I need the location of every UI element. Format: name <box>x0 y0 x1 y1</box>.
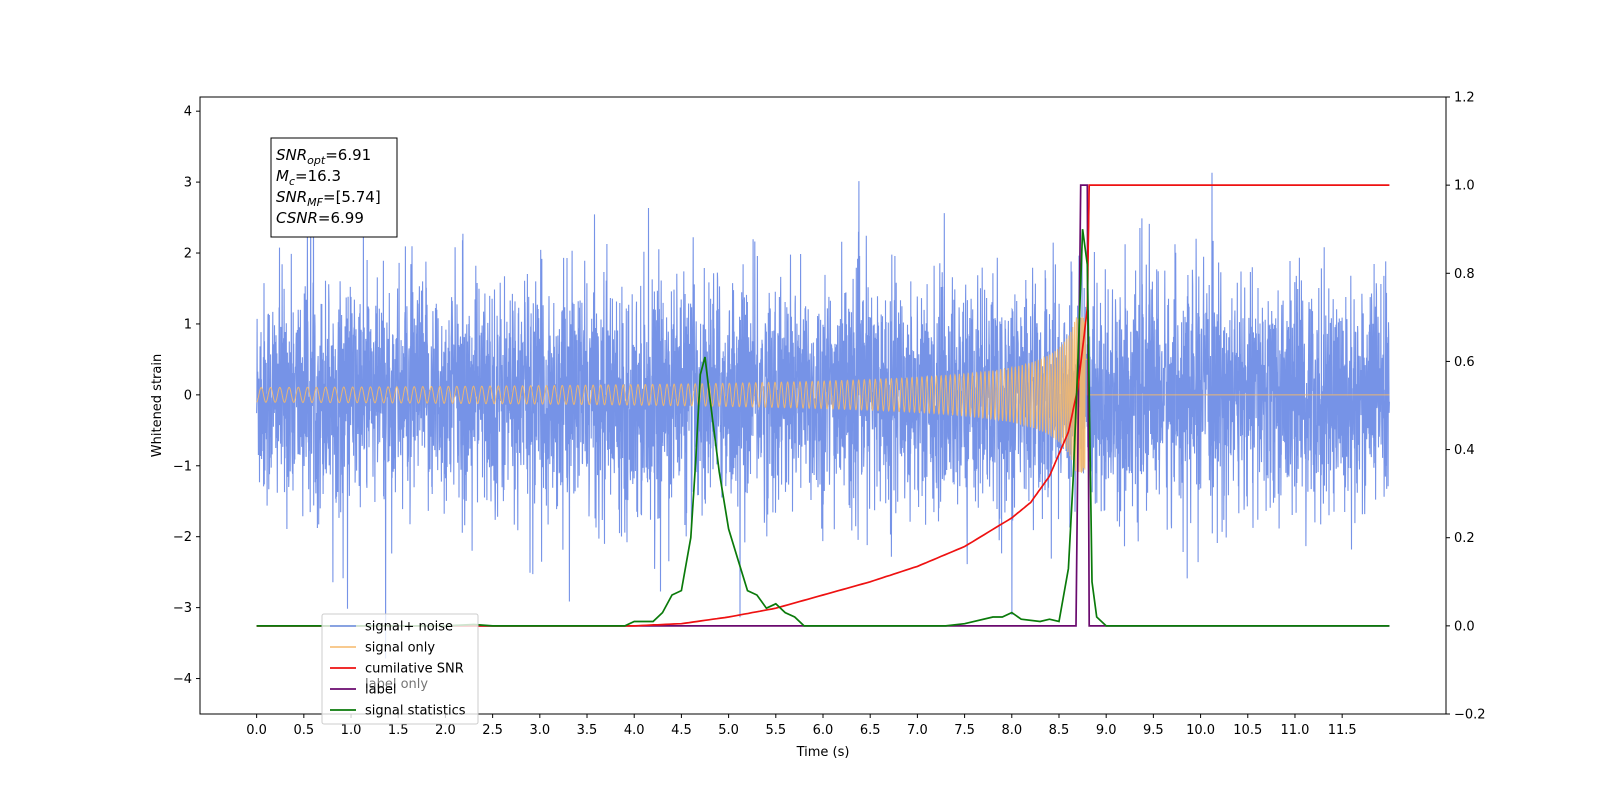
x-tick-label: 4.5 <box>671 723 692 738</box>
x-tick-label: 7.0 <box>907 723 928 738</box>
legend-entry-label: cumilative SNR <box>365 662 464 677</box>
y-left-tick-label: −3 <box>173 601 192 616</box>
y-left-tick-label: −2 <box>173 530 192 545</box>
x-tick-label: 10.5 <box>1233 723 1262 738</box>
signal-only-line <box>256 316 1390 473</box>
y-right-tick-label: −0.2 <box>1454 708 1486 723</box>
y-right-tick-label: 0.0 <box>1454 619 1475 634</box>
x-tick-label: 11.0 <box>1280 723 1309 738</box>
annotation-box-frame <box>270 137 398 238</box>
y-right-tick-label: 1.0 <box>1454 179 1475 194</box>
x-tick-label: 6.0 <box>813 723 834 738</box>
y-right-tick-label: 0.2 <box>1454 531 1475 546</box>
y-right-tick-label: 1.2 <box>1454 91 1475 106</box>
x-tick-label: 3.5 <box>577 723 598 738</box>
series-signal-only <box>256 316 1390 473</box>
legend-frame <box>321 613 479 725</box>
x-tick-label: 9.0 <box>1096 723 1117 738</box>
y-axis-right-ticks: −0.2 0.0 0.2 0.4 0.6 0.8 1.0 1.2 <box>1446 91 1486 723</box>
x-tick-label: 3.0 <box>529 723 550 738</box>
legend-entry-label: signal statistics <box>365 704 466 719</box>
x-tick-label: 8.0 <box>1001 723 1022 738</box>
annotation-line: SNRMF=[5.74] <box>276 188 381 209</box>
series-right-axis <box>256 184 1390 627</box>
y-left-tick-label: 3 <box>184 176 192 191</box>
y-left-tick-label: 2 <box>184 247 192 262</box>
annotation-line: Mc=16.3 <box>276 167 341 188</box>
annotation-line: SNRopt=6.91 <box>276 146 371 167</box>
y-left-tick-label: 1 <box>184 317 192 332</box>
legend: label only signal+ noise signal only cumila… <box>321 613 479 725</box>
y-left-tick-label: 4 <box>184 105 192 120</box>
legend-entry-label: signal only <box>365 641 435 656</box>
x-tick-label: 11.5 <box>1328 723 1357 738</box>
x-tick-label: 10.0 <box>1186 723 1215 738</box>
x-tick-label: 7.5 <box>954 723 975 738</box>
x-tick-label: 5.5 <box>765 723 786 738</box>
x-axis-label: Time (s) <box>796 745 850 760</box>
y-axis-label: Whitened strain <box>150 354 165 457</box>
y-left-tick-label: −1 <box>173 459 192 474</box>
legend-entry-label: label <box>365 683 396 698</box>
y-left-tick-label: −4 <box>173 672 192 687</box>
x-tick-label: 0.5 <box>293 723 314 738</box>
signal-noise-line <box>256 172 1390 659</box>
legend-entry-label: signal+ noise <box>365 620 453 635</box>
y-right-tick-label: 0.6 <box>1454 355 1475 370</box>
y-right-tick-label: 0.8 <box>1454 267 1475 282</box>
x-axis-ticks: 0.0 0.5 1.0 1.5 2.0 2.5 3.0 3.5 4.0 4.5 5.0 5.5 6.0 6… <box>246 714 1357 738</box>
x-tick-label: 6.5 <box>860 723 881 738</box>
x-tick-label: 4.0 <box>624 723 645 738</box>
y-axis-left-ticks: −4 −3 −2 −1 0 1 2 3 4 <box>173 105 200 687</box>
x-tick-label: 2.5 <box>482 723 503 738</box>
y-right-tick-label: 0.4 <box>1454 443 1475 458</box>
y-left-tick-label: 0 <box>184 388 192 403</box>
legend-overlap-text: label only <box>365 677 428 692</box>
x-tick-label: 8.5 <box>1049 723 1070 738</box>
annotation-line: CSNR=6.99 <box>276 209 364 227</box>
signal-statistics-line <box>256 229 1390 627</box>
x-tick-label: 1.0 <box>341 723 362 738</box>
x-tick-label: 9.5 <box>1143 723 1164 738</box>
series-signal-noise <box>256 172 1390 659</box>
x-tick-label: 5.0 <box>718 723 739 738</box>
x-tick-label: 2.0 <box>435 723 456 738</box>
x-tick-label: 1.5 <box>388 723 409 738</box>
cumilative-snr-line <box>256 184 1390 627</box>
x-tick-label: 0.0 <box>246 723 267 738</box>
